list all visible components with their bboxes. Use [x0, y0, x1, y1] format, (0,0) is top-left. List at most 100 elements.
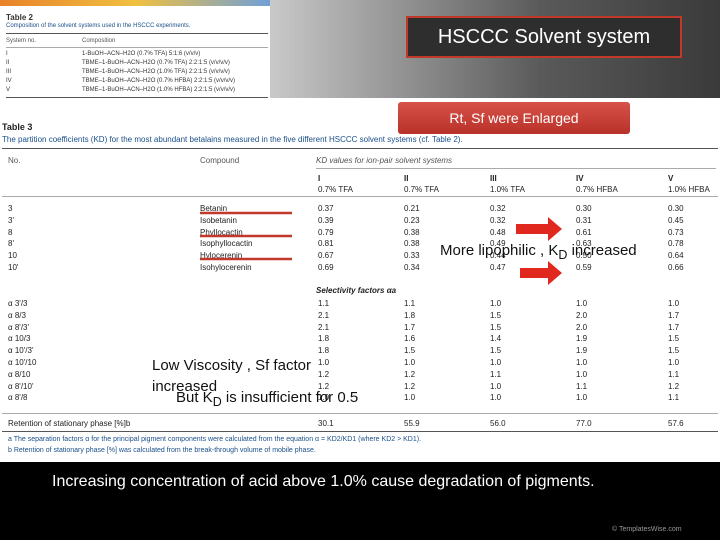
cell: Betanin — [200, 204, 228, 213]
subscript: D — [212, 395, 222, 409]
cell: 0.63 — [576, 239, 592, 249]
cell: 1.0 — [490, 299, 502, 308]
cell: 1.0 — [668, 358, 680, 367]
cell: 0.73 — [668, 227, 684, 237]
cell: 1.5 — [668, 334, 680, 344]
cell: 2.1 — [318, 322, 330, 332]
cell: 1.2 — [404, 369, 416, 379]
cell: 1.9 — [576, 334, 588, 344]
cell: 0.69 — [318, 263, 334, 272]
cell: 1.1 — [318, 299, 330, 308]
footnote: a The separation factors α for the princ… — [8, 436, 422, 443]
cell: 1.7 — [668, 322, 680, 332]
cell: 0.67 — [318, 251, 334, 261]
cell: 55.9 — [404, 419, 420, 428]
cell: 1.7 — [668, 310, 680, 320]
cell: 1.9 — [576, 346, 588, 356]
button: Rt, Sf were Enlarged — [398, 102, 630, 134]
rule — [6, 97, 268, 98]
table-caption: Composition of the solvent systems used … — [6, 23, 191, 29]
cell: α 8/10 — [8, 369, 31, 379]
cell: α 8'/10' — [8, 381, 34, 391]
rule — [2, 413, 718, 414]
column-header: System no. — [6, 38, 37, 44]
cell: α 10/3 — [8, 334, 31, 344]
cell: 30.1 — [318, 419, 334, 428]
cell: 1.8 — [404, 310, 416, 320]
cell: 1.5 — [490, 310, 502, 320]
annotation: Low Viscosity , Sf factor increased — [152, 357, 311, 395]
rule — [2, 431, 718, 432]
column-header: Composition — [82, 38, 116, 44]
cell: 56.0 — [490, 419, 506, 428]
table-caption: The partition coefficients (KD) for the … — [2, 135, 463, 144]
cell: α 10'/10 — [8, 358, 37, 367]
cell: 1.0 — [318, 358, 330, 367]
cell: 1.5 — [404, 346, 416, 356]
rule — [316, 168, 716, 169]
cell: 1.2 — [318, 381, 330, 391]
modifier: 1.0% TFA — [490, 185, 525, 194]
cell: 0.32 — [490, 204, 506, 213]
cell: 0.47 — [490, 263, 506, 272]
annotation: But KD is insufficient for 0.5 — [176, 389, 358, 409]
copyright: © TemplatesWise.com — [612, 526, 682, 533]
cell: 1.1 — [490, 369, 502, 379]
cell: 1.8 — [318, 334, 330, 344]
cell: 1.1 — [404, 299, 416, 308]
cell: Retention of stationary phase [%]b — [8, 419, 131, 428]
cell: 1.4 — [490, 334, 502, 344]
cell: 1.1 — [668, 393, 680, 403]
cell: α 8/3 — [8, 310, 26, 320]
cell: 1.7 — [404, 322, 416, 332]
cell: 10' — [8, 263, 19, 272]
footer-band — [0, 462, 720, 540]
rule — [6, 47, 268, 48]
cell: TBME–1-BuOH–ACN–H2O (0.7% HFBA) 2:2:1:5 … — [82, 78, 236, 84]
cell: 0.38 — [404, 239, 420, 249]
cell: 0.38 — [404, 227, 420, 237]
cell: 0.78 — [668, 239, 684, 249]
cell: α 10'/3' — [8, 346, 34, 356]
cell: 0.48 — [490, 227, 506, 237]
cell: α 8'/3' — [8, 322, 30, 332]
cell: 0.49 — [490, 239, 506, 249]
cell: Hylocerenin — [200, 251, 243, 261]
cell: 2.1 — [318, 310, 330, 320]
cell: 0.37 — [318, 204, 334, 213]
cell: 0.61 — [576, 227, 592, 237]
cell: 1.5 — [668, 346, 680, 356]
cell: Isobetanin — [200, 215, 237, 225]
cell: 1.0 — [576, 299, 588, 308]
cell: 0.66 — [668, 263, 684, 272]
cell: 8' — [8, 239, 14, 249]
cell: 2.0 — [576, 310, 588, 320]
cell: 1.6 — [404, 334, 416, 344]
cell: II — [6, 60, 10, 66]
box-title: HSCCC Solvent system — [406, 16, 682, 58]
cell: 1.0 — [668, 299, 680, 308]
text: But K — [176, 389, 213, 406]
cell: 0.34 — [404, 263, 420, 272]
system-label: IV — [576, 174, 584, 183]
section-title: Selectivity factors αa — [316, 286, 397, 295]
cell: 1.1 — [668, 369, 680, 379]
rule — [6, 33, 268, 34]
cell: TBME–1-BuOH–ACN–H2O (1.0% HFBA) 2:2:1:5 … — [82, 87, 236, 93]
cell: 3' — [8, 215, 14, 225]
system-label: III — [490, 174, 497, 183]
rule — [2, 148, 718, 149]
table-title: Table 3 — [2, 122, 33, 132]
subscript: D — [558, 248, 568, 262]
cell: Isophyllocactin — [200, 239, 253, 249]
cell: 1.0 — [490, 381, 502, 391]
cell: 0.30 — [576, 204, 592, 213]
cell: 1-BuOH–ACN–H2O (0.7% TFA) 5:1:6 (v/v/v) — [82, 51, 201, 57]
column-header: No. — [8, 156, 21, 165]
cell: 57.6 — [668, 419, 684, 428]
cell: 0.79 — [318, 227, 334, 237]
system-label: II — [404, 174, 409, 183]
cell: 0.31 — [576, 215, 592, 225]
cell: 0.33 — [404, 251, 420, 261]
